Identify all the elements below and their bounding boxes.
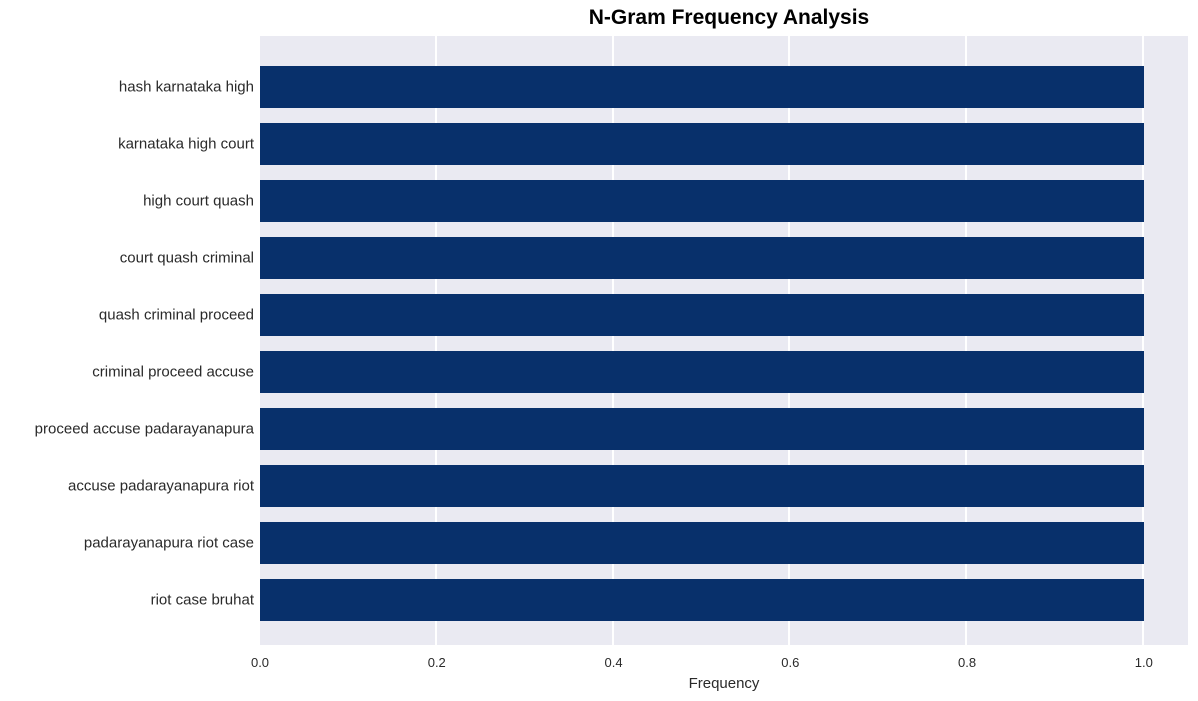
y-tick-label: karnataka high court	[0, 136, 254, 153]
bar	[260, 180, 1144, 222]
bar	[260, 522, 1144, 564]
ngram-frequency-chart: N-Gram Frequency Analysis hash karnataka…	[0, 0, 1198, 701]
y-tick-label: riot case bruhat	[0, 592, 254, 609]
y-tick-label: high court quash	[0, 193, 254, 210]
y-tick-label: criminal proceed accuse	[0, 364, 254, 381]
bar	[260, 123, 1144, 165]
bar	[260, 579, 1144, 621]
x-tick-label: 0.2	[428, 655, 446, 670]
y-tick-label: court quash criminal	[0, 250, 254, 267]
y-tick-label: hash karnataka high	[0, 79, 254, 96]
x-axis-ticks: 0.00.20.40.60.81.0	[260, 645, 1188, 675]
x-tick-label: 0.8	[958, 655, 976, 670]
plot-area	[260, 36, 1188, 645]
x-axis-label: Frequency	[260, 675, 1188, 692]
y-tick-label: accuse padarayanapura riot	[0, 478, 254, 495]
bars-layer	[260, 36, 1188, 645]
bar	[260, 465, 1144, 507]
bar	[260, 294, 1144, 336]
x-tick-label: 0.4	[604, 655, 622, 670]
chart-title: N-Gram Frequency Analysis	[0, 6, 1198, 30]
bar	[260, 237, 1144, 279]
y-axis-labels: hash karnataka high karnataka high court h…	[0, 36, 254, 645]
x-tick-label: 0.0	[251, 655, 269, 670]
x-tick-label: 1.0	[1135, 655, 1153, 670]
y-tick-label: proceed accuse padarayanapura	[0, 421, 254, 438]
bar	[260, 408, 1144, 450]
bar	[260, 66, 1144, 108]
y-tick-label: padarayanapura riot case	[0, 535, 254, 552]
bar	[260, 351, 1144, 393]
x-tick-label: 0.6	[781, 655, 799, 670]
y-tick-label: quash criminal proceed	[0, 307, 254, 324]
